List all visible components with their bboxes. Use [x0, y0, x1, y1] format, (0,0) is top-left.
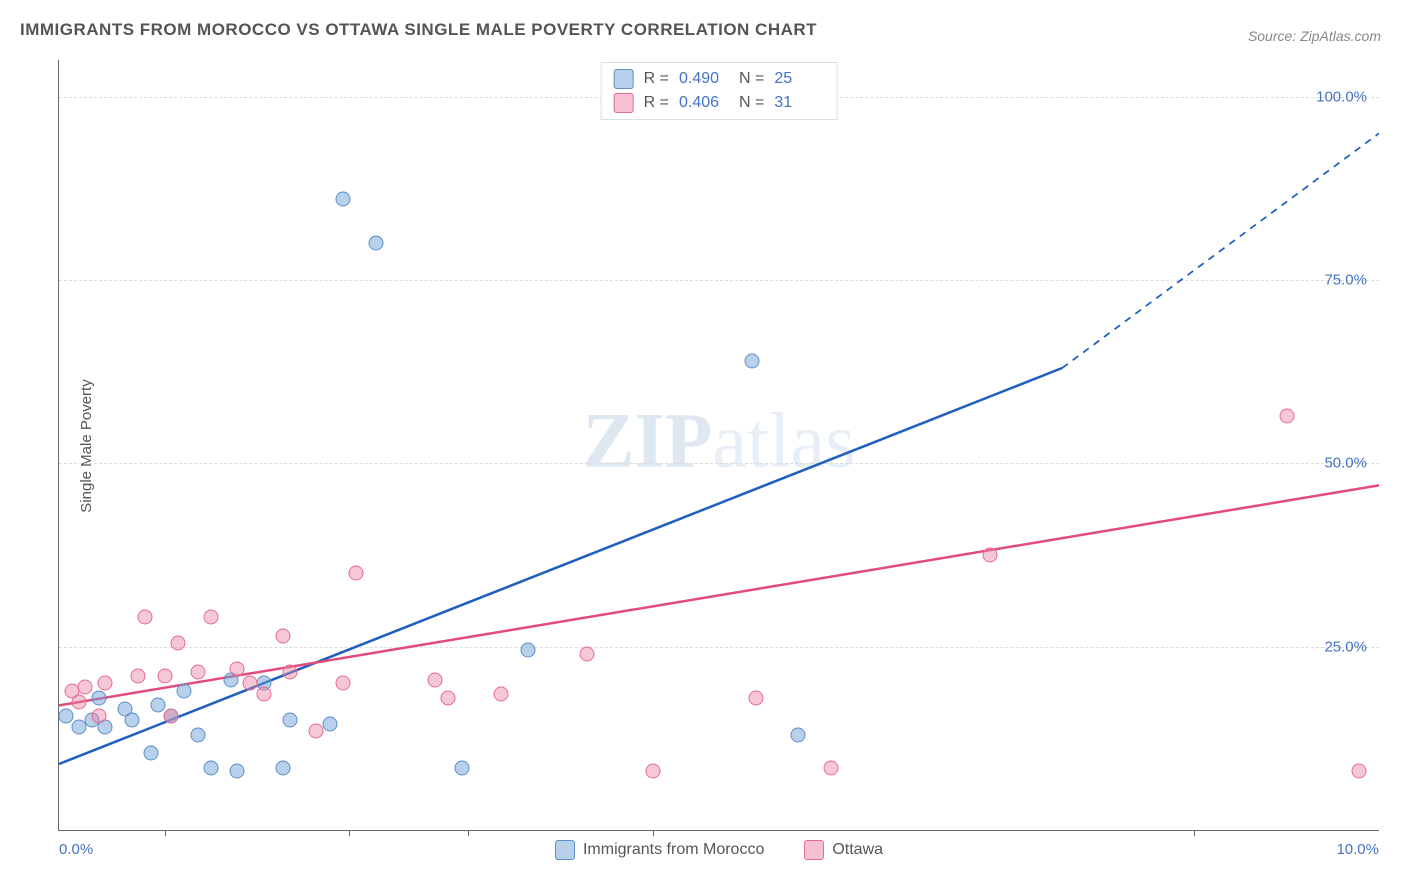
trend-line-extrapolated: [1062, 133, 1379, 368]
gridline: [59, 647, 1379, 648]
data-point: [203, 610, 218, 625]
data-point: [520, 643, 535, 658]
data-point: [791, 727, 806, 742]
data-point: [164, 709, 179, 724]
x-tick-mark: [165, 830, 166, 836]
data-point: [283, 665, 298, 680]
data-point: [494, 687, 509, 702]
trend-line: [59, 368, 1062, 764]
legend-item: Immigrants from Morocco: [555, 840, 764, 860]
data-point: [98, 676, 113, 691]
data-point: [230, 764, 245, 779]
data-point: [177, 683, 192, 698]
data-point: [1279, 408, 1294, 423]
data-point: [335, 676, 350, 691]
legend-swatch: [555, 840, 575, 860]
data-point: [157, 669, 172, 684]
trend-line: [59, 485, 1379, 705]
legend-r-label: R =: [644, 67, 669, 91]
data-point: [276, 760, 291, 775]
legend-r-value: 0.406: [679, 91, 729, 115]
trend-lines: [59, 60, 1379, 830]
legend-n-label: N =: [739, 91, 764, 115]
legend-r-value: 0.490: [679, 67, 729, 91]
legend-n-value: 25: [774, 67, 824, 91]
data-point: [428, 672, 443, 687]
x-tick: 10.0%: [1336, 841, 1379, 858]
legend-stat-row: R = 0.490 N = 25: [614, 67, 825, 91]
watermark-zip: ZIP: [583, 397, 713, 484]
data-point: [170, 636, 185, 651]
data-point: [256, 687, 271, 702]
data-point: [131, 669, 146, 684]
data-point: [230, 661, 245, 676]
legend-stats: R = 0.490 N = 25 R = 0.406 N = 31: [601, 62, 838, 120]
legend-series: Immigrants from Morocco Ottawa: [555, 840, 883, 860]
data-point: [137, 610, 152, 625]
y-tick: 25.0%: [1324, 638, 1367, 655]
data-point: [309, 724, 324, 739]
legend-r-label: R =: [644, 91, 669, 115]
data-point: [745, 353, 760, 368]
data-point: [349, 566, 364, 581]
x-tick: 0.0%: [59, 841, 93, 858]
data-point: [454, 760, 469, 775]
data-point: [190, 727, 205, 742]
legend-n-value: 31: [774, 91, 824, 115]
chart-title: IMMIGRANTS FROM MOROCCO VS OTTAWA SINGLE…: [20, 20, 817, 40]
data-point: [441, 691, 456, 706]
gridline: [59, 463, 1379, 464]
data-point: [91, 691, 106, 706]
legend-stat-row: R = 0.406 N = 31: [614, 91, 825, 115]
data-point: [276, 628, 291, 643]
data-point: [646, 764, 661, 779]
y-tick: 50.0%: [1324, 455, 1367, 472]
data-point: [1352, 764, 1367, 779]
x-tick-mark: [349, 830, 350, 836]
legend-label: Ottawa: [832, 841, 883, 859]
y-tick: 100.0%: [1316, 88, 1367, 105]
legend-swatch: [614, 69, 634, 89]
data-point: [91, 709, 106, 724]
data-point: [190, 665, 205, 680]
data-point: [824, 760, 839, 775]
legend-swatch: [804, 840, 824, 860]
gridline: [59, 280, 1379, 281]
x-tick-mark: [468, 830, 469, 836]
watermark-atlas: atlas: [713, 397, 856, 484]
data-point: [748, 691, 763, 706]
data-point: [71, 694, 86, 709]
y-tick: 75.0%: [1324, 272, 1367, 289]
data-point: [368, 236, 383, 251]
legend-item: Ottawa: [804, 840, 883, 860]
legend-swatch: [614, 93, 634, 113]
x-tick-mark: [1194, 830, 1195, 836]
data-point: [203, 760, 218, 775]
data-point: [580, 647, 595, 662]
data-point: [58, 709, 73, 724]
data-point: [322, 716, 337, 731]
data-point: [151, 698, 166, 713]
legend-label: Immigrants from Morocco: [583, 841, 764, 859]
legend-n-label: N =: [739, 67, 764, 91]
x-tick-mark: [653, 830, 654, 836]
data-point: [982, 548, 997, 563]
plot-area: ZIPatlas 25.0%50.0%75.0%100.0% 0.0%10.0%…: [58, 60, 1379, 831]
data-point: [335, 192, 350, 207]
source-attribution: Source: ZipAtlas.com: [1248, 28, 1381, 44]
data-point: [243, 676, 258, 691]
data-point: [78, 680, 93, 695]
data-point: [124, 713, 139, 728]
data-point: [283, 713, 298, 728]
watermark: ZIPatlas: [583, 396, 856, 486]
data-point: [144, 746, 159, 761]
